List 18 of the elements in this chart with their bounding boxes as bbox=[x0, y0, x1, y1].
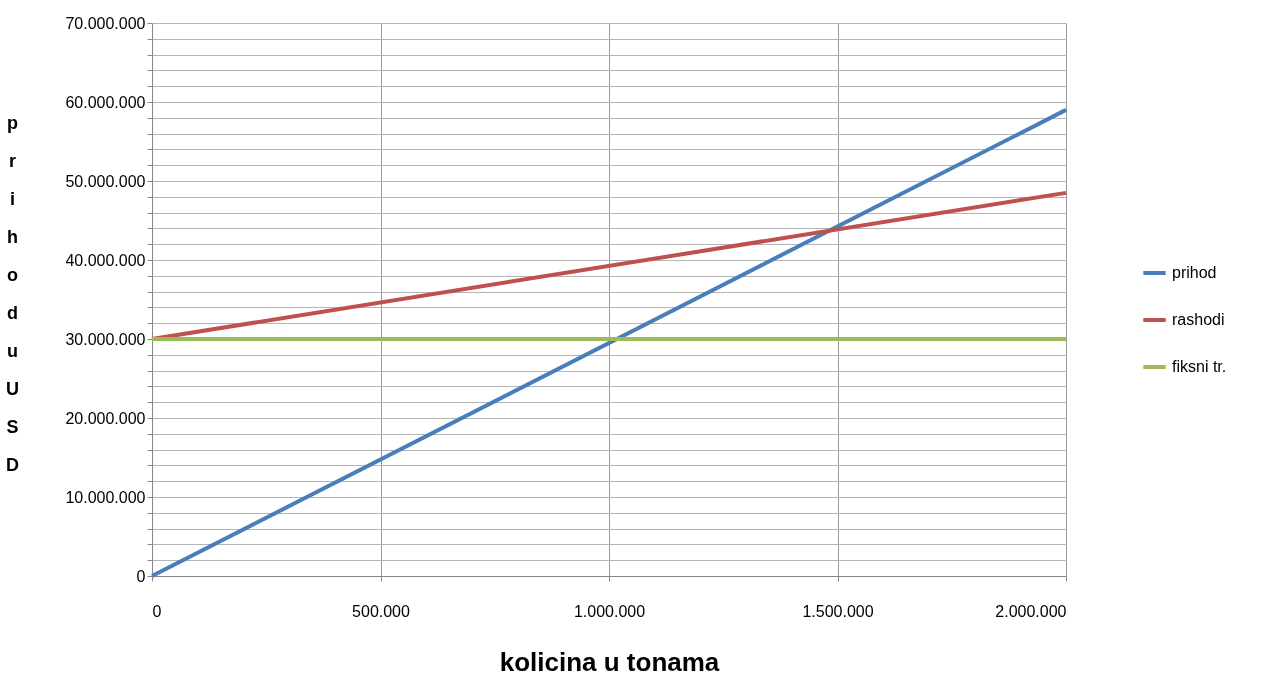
y-tick-label: 30.000.000 bbox=[65, 330, 146, 348]
y-tick-label: 0 bbox=[136, 567, 146, 585]
x-axis-title: kolicina u tonama bbox=[499, 646, 720, 677]
x-tick-label: 500.000 bbox=[352, 602, 411, 620]
y-tick-label: 40.000.000 bbox=[65, 251, 146, 269]
legend-label: rashodi bbox=[1172, 311, 1225, 328]
y-tick-label: 20.000.000 bbox=[65, 409, 146, 427]
y-tick-label: 50.000.000 bbox=[65, 172, 146, 190]
y-tick-label: 70.000.000 bbox=[65, 14, 146, 32]
x-tick-label: 1.000.000 bbox=[573, 602, 646, 620]
legend-label: prihod bbox=[1172, 264, 1217, 281]
x-tick-label: 0 bbox=[152, 602, 162, 620]
y-tick-label: 60.000.000 bbox=[65, 93, 146, 111]
x-tick-label: 2.000.000 bbox=[995, 602, 1067, 620]
x-tick-label: 1.500.000 bbox=[802, 602, 874, 620]
text: prihod u USD bbox=[6, 112, 19, 475]
y-tick-label: 10.000.000 bbox=[65, 488, 146, 506]
legend-label: fiksni tr. bbox=[1172, 358, 1227, 375]
